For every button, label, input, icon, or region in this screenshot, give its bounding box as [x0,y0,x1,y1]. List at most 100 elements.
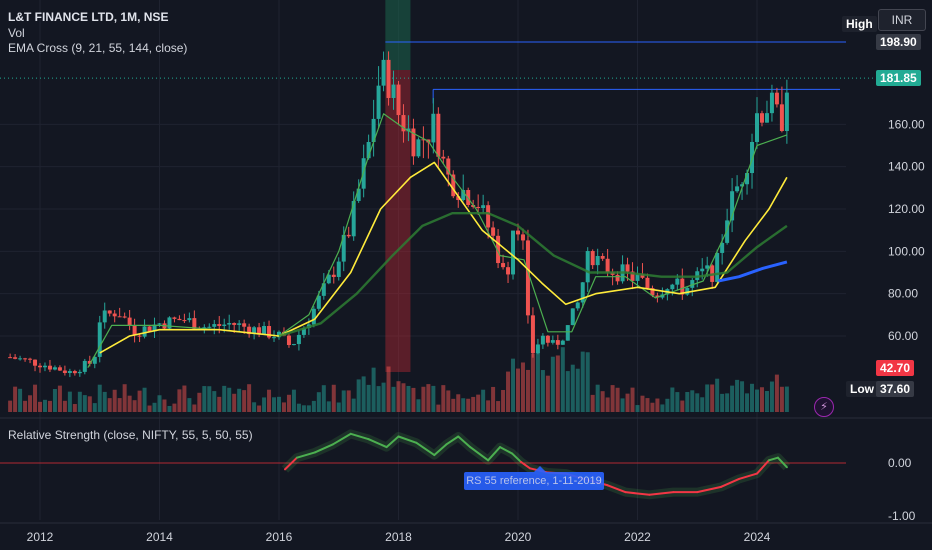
ema-legend[interactable]: EMA Cross (9, 21, 55, 144, close) [8,41,188,55]
time-tick-label: 2016 [266,530,293,544]
volume-bar [277,396,281,412]
candle-body [520,234,525,241]
candle-body [640,274,645,278]
volume-bar [456,394,461,412]
volume-bar [72,404,77,412]
volume-bar [396,381,401,412]
volume-bar [695,393,700,412]
volume-bar [620,398,625,412]
currency-button[interactable]: INR [878,9,926,31]
rs-segment [738,472,758,480]
volume-bar [326,401,331,412]
candle-body [784,92,789,132]
volume-bar [18,388,23,412]
candle-body [316,295,321,309]
volume-bar [366,384,371,412]
candle-body [192,318,197,329]
volume-bar [779,386,784,412]
candle-body [371,118,376,143]
price-tick-label: 140.00 [888,160,925,174]
volume-bar [67,391,72,412]
volume-bar [511,358,516,412]
candle-body [341,234,346,262]
rs-legend[interactable]: Relative Strength (close, NIFTY, 55, 5, … [8,428,253,442]
volume-bar [381,382,386,412]
candle-body [102,310,107,323]
rs-tick-label: 0.00 [888,456,912,470]
volume-bar [700,397,705,412]
lightning-icon[interactable]: ⚡ [814,397,834,417]
volume-bar [242,390,247,412]
highlight-zone-green [385,0,411,70]
volume-bar [496,401,501,412]
volume-bar [451,398,456,412]
volume-bar [784,386,789,412]
volume-bar [670,387,675,412]
volume-bar [212,391,217,412]
candle-body [376,85,381,119]
volume-bar [426,384,431,412]
volume-bar [147,405,152,412]
candle-body [142,326,147,337]
time-tick-label: 2020 [505,530,532,544]
rs-segment [499,446,514,455]
volume-bar [705,384,710,412]
candle-body [575,302,580,309]
candle-body [57,367,62,371]
candle-body [590,251,595,266]
candle-body [396,84,401,116]
candle-body [122,316,127,318]
candle-body [331,274,336,277]
volume-bar [152,402,157,412]
volume-bar [167,405,172,412]
candle-body [356,188,361,201]
price-tick-label: 100.00 [888,244,925,258]
volume-bar [386,366,391,412]
candle-body [182,320,187,322]
candle-body [247,326,252,335]
candle-body [690,280,695,288]
volume-legend[interactable]: Vol [8,26,25,40]
candle-body [700,268,705,272]
volume-bar [416,399,421,412]
volume-bar [575,368,580,412]
volume-bar [361,376,366,412]
time-tick-label: 2012 [27,530,54,544]
rs-segment [519,460,531,470]
rs-segment [367,438,388,449]
rs-segment [415,441,436,457]
volume-value-tag: 42.70 [876,360,915,376]
rs-segment [767,456,779,462]
candle-body [481,205,486,208]
candle-body [685,287,690,295]
symbol-title[interactable]: L&T FINANCE LTD, 1M, NSE [8,10,169,24]
volume-bar [351,398,356,412]
volume-bar [77,391,82,412]
candle-body [23,358,28,360]
candle-body [645,277,650,289]
volume-bar [202,386,207,412]
volume-bar [525,369,530,412]
candle-body [321,283,326,296]
volume-bar [356,379,361,412]
volume-bar [92,403,97,412]
candle-body [207,326,212,328]
candle-body [172,317,177,319]
candle-body [595,255,600,266]
volume-bar [625,393,630,412]
candle-body [486,205,491,228]
volume-bar [725,393,730,412]
candle-body [565,325,570,341]
candle-body [730,191,735,221]
candle-body [750,141,755,174]
volume-bar [600,391,605,412]
volume-bar [471,396,476,412]
candle-body [242,323,247,327]
volume-bar [376,386,381,412]
volume-bar [371,367,376,412]
candle-body [177,318,182,321]
volume-bar [466,398,471,412]
candle-body [401,115,406,132]
candle-body [675,278,680,285]
